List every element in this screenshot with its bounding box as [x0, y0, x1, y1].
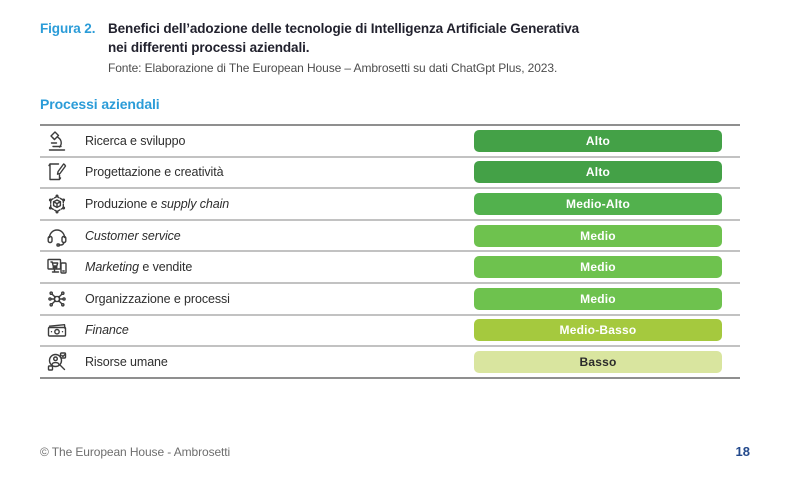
table-row: Customer service Medio	[40, 221, 740, 253]
rating-badge: Medio	[474, 287, 722, 310]
table-row: Marketing e vendite Medio	[40, 252, 740, 284]
page-number: 18	[735, 444, 750, 459]
table-row: Produzione e supply chain Medio-Alto	[40, 189, 740, 221]
rating-badge: Medio-Basso	[474, 319, 722, 342]
design-draft-icon	[43, 160, 71, 184]
table-row: Organizzazione e processi Medio	[40, 284, 740, 316]
figure-source: Fonte: Elaborazione di The European Hous…	[108, 61, 558, 76]
hr-search-icon	[43, 350, 71, 374]
benefits-table: Ricerca e sviluppo Alto Progettazione e …	[40, 124, 740, 380]
process-label: Ricerca e sviluppo	[85, 133, 186, 148]
page-footer: © The European House - Ambrosetti 18	[40, 444, 750, 459]
marketing-icon	[43, 255, 71, 279]
supply-chain-icon	[43, 192, 71, 216]
process-label: Customer service	[85, 228, 181, 243]
headset-icon	[43, 224, 71, 248]
process-label: Progettazione e creatività	[85, 165, 224, 180]
org-network-icon	[43, 287, 71, 311]
rating-badge: Medio	[474, 224, 722, 247]
table-row: Progettazione e creatività Alto	[40, 158, 740, 190]
process-label: Marketing e vendite	[85, 260, 193, 275]
copyright: © The European House - Ambrosetti	[40, 445, 231, 459]
process-label: Organizzazione e processi	[85, 291, 230, 306]
rating-badge: Basso	[474, 351, 722, 374]
section-header: Processi aziendali	[40, 96, 160, 112]
rating-badge: Medio-Alto	[474, 192, 722, 215]
process-label: Finance	[85, 323, 129, 338]
table-row: Ricerca e sviluppo Alto	[40, 126, 740, 158]
finance-icon	[43, 318, 71, 342]
table-row: Risorse umane Basso	[40, 347, 740, 377]
rating-badge: Medio	[474, 256, 722, 279]
rating-badge: Alto	[474, 129, 722, 152]
figure-title-line1: Benefici dell’adozione delle tecnologie …	[108, 21, 580, 36]
figure-header: Figura 2. Benefici dell’adozione delle t…	[40, 19, 740, 75]
process-label: Risorse umane	[85, 355, 168, 370]
figure-title-line2: nei differenti processi aziendali.	[108, 40, 310, 56]
figure-label: Figura 2.	[40, 21, 96, 36]
microscope-icon	[43, 129, 71, 153]
figure-title: Benefici dell’adozione delle tecnologie …	[108, 19, 579, 57]
table-row: Finance Medio-Basso	[40, 316, 740, 348]
rating-badge: Alto	[474, 161, 722, 184]
figure-title-block: Benefici dell’adozione delle tecnologie …	[108, 19, 579, 75]
process-label: Produzione e supply chain	[85, 196, 230, 211]
